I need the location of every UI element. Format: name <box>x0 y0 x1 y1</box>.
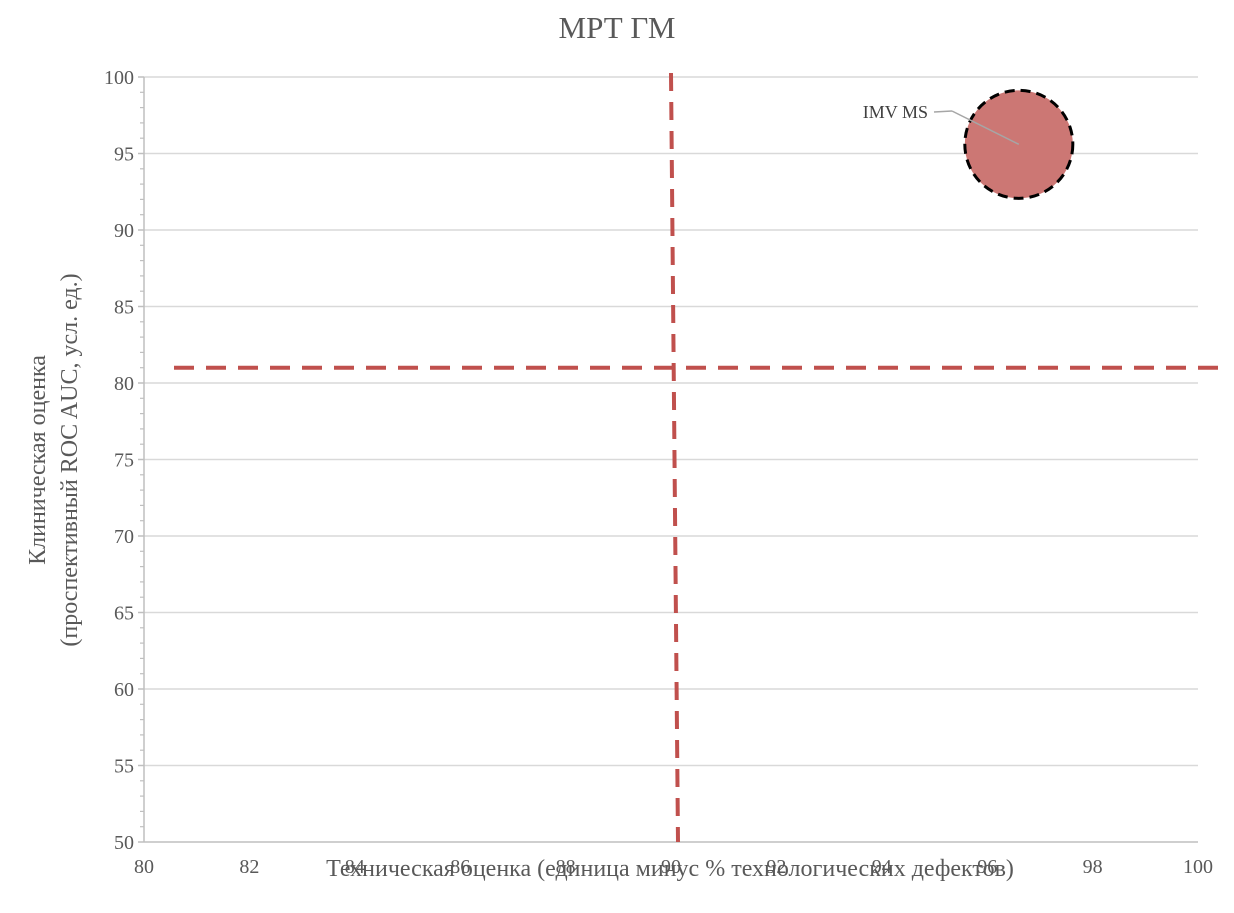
bubble-point <box>963 88 1075 200</box>
x-tick-label: 100 <box>1183 856 1213 878</box>
y-axis-label-line-1: Клиническая оценка <box>25 355 51 565</box>
chart-title: МРТ ГМ <box>559 10 676 45</box>
bubble-label: IMV MS <box>863 102 928 122</box>
x-tick-label: 94 <box>872 856 892 878</box>
y-tick-label: 90 <box>114 220 134 242</box>
x-tick-label: 96 <box>977 856 997 878</box>
y-tick-label: 50 <box>114 832 134 854</box>
y-tick-label: 75 <box>114 450 134 472</box>
y-tick-label: 55 <box>114 756 134 778</box>
y-tick-label: 95 <box>114 144 134 166</box>
y-axis-label-group: Клиническая оценка (проспективный ROC AU… <box>25 273 83 646</box>
x-tick-label: 90 <box>661 856 681 878</box>
y-tick-label: 85 <box>114 297 134 319</box>
axis-layer <box>138 76 1198 843</box>
y-axis-label-line-2: (проспективный ROC AUC, усл. ед.) <box>57 273 83 646</box>
y-tick-label: 70 <box>114 526 134 548</box>
y-tick-label: 80 <box>114 373 134 395</box>
x-tick-label: 88 <box>556 856 576 878</box>
vertical-reference-line <box>669 72 680 843</box>
x-axis-label: Техническая оценка (единица минус % техн… <box>326 856 1014 882</box>
bubble-label-leader <box>951 110 1020 145</box>
x-tick-label: 82 <box>239 856 259 878</box>
x-tick-label: 98 <box>1083 856 1103 878</box>
y-tick-label: 100 <box>104 67 134 89</box>
x-tick-label: 80 <box>134 856 154 878</box>
tick-label-layer: 50 55 60 65 70 75 80 85 90 95 100 80 82 84 86 88 90 92 94 9… <box>104 67 1213 878</box>
x-tick-label: 84 <box>345 856 365 878</box>
reference-layer <box>174 72 1228 843</box>
x-tick-label: 92 <box>766 856 786 878</box>
point-layer: IMV MS <box>863 88 1075 200</box>
bubble-label-leader-short <box>933 110 953 113</box>
x-tick-label: 86 <box>450 856 470 878</box>
y-tick-label: 60 <box>114 679 134 701</box>
y-tick-label: 65 <box>114 603 134 625</box>
